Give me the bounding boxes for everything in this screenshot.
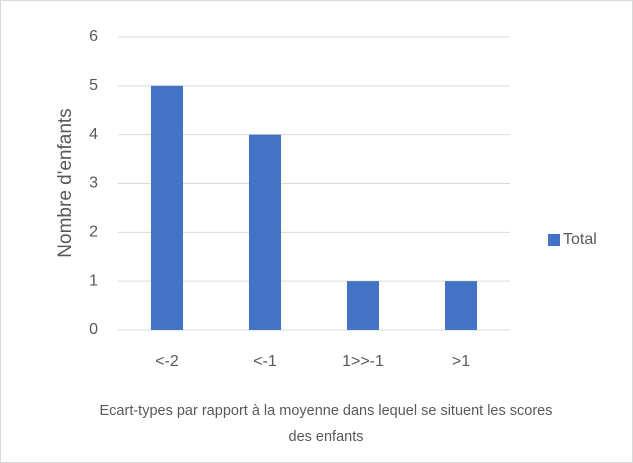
y-tick-label: 0 <box>89 321 98 338</box>
bar <box>445 281 477 330</box>
x-axis-title: Ecart-types par rapport à la moyenne dan… <box>99 403 553 445</box>
y-tick-label: 6 <box>89 28 98 45</box>
x-tick-label: <-2 <box>155 353 179 370</box>
legend-label: Total <box>563 231 597 248</box>
y-axis-title: Nombre d'enfants <box>55 108 76 257</box>
y-tick-label: 4 <box>89 126 98 143</box>
bar <box>249 134 281 330</box>
bar <box>347 281 379 330</box>
y-tick-label: 3 <box>89 175 98 192</box>
x-tick-label: <-1 <box>253 353 277 370</box>
y-tick-label: 1 <box>89 272 98 289</box>
y-tick-label: 2 <box>89 224 98 241</box>
x-tick-label: 1>>-1 <box>342 353 384 370</box>
legend-swatch <box>548 234 560 246</box>
x-tick-label: >1 <box>452 353 470 370</box>
bar <box>151 85 183 330</box>
y-tick-label: 5 <box>89 77 98 94</box>
